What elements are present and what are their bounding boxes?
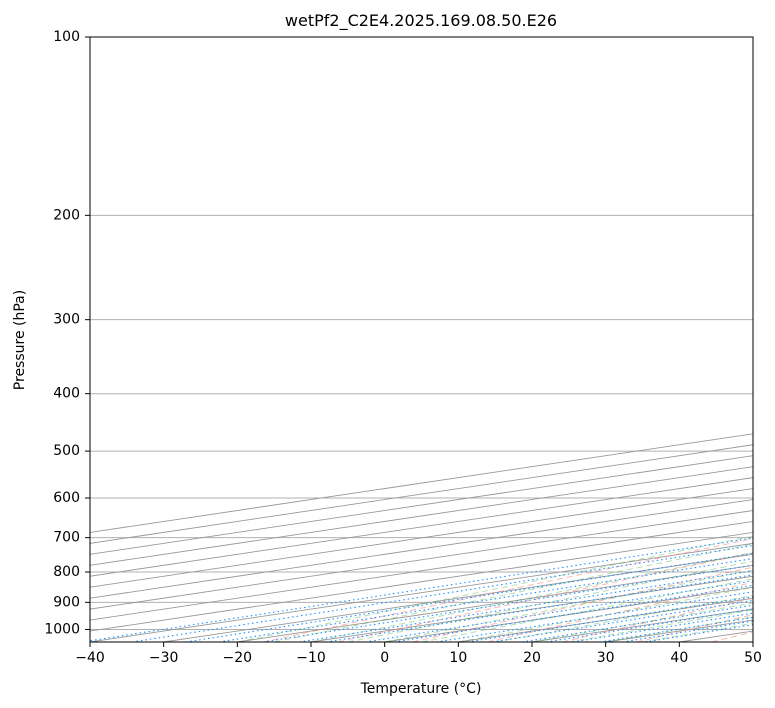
- x-axis-title: Temperature (°C): [360, 681, 482, 697]
- mixing-ratio-line: [90, 537, 753, 642]
- x-axis: −40 −30 −20 −10 0 10 20 30 40 50: [75, 642, 762, 666]
- background-lines: [90, 37, 753, 642]
- plot-area: [90, 37, 753, 642]
- x-tick-label: 40: [670, 650, 688, 666]
- isotherm-line: [90, 531, 753, 632]
- x-tick-label: 50: [744, 650, 762, 666]
- isotherm-line: [90, 510, 753, 610]
- mixing-ratio-line: [546, 608, 753, 642]
- isotherm-line: [90, 444, 753, 544]
- moist-adiabat-line: [458, 586, 753, 642]
- isotherm-line: [90, 520, 753, 621]
- dry-adiabat-line: [412, 566, 753, 642]
- isotherm-line: [90, 488, 753, 588]
- chart-title: wetPf2_C2E4.2025.169.08.50.E26: [285, 11, 557, 31]
- x-tick-label: 30: [597, 650, 615, 666]
- dry-adiabat-line: [487, 581, 753, 642]
- moist-adiabat-line: [421, 578, 753, 642]
- mixing-ratio-line: [572, 612, 753, 642]
- mixing-ratio-line: [131, 544, 753, 642]
- isotherm-line: [90, 455, 753, 555]
- y-tick-label: 500: [53, 443, 80, 459]
- y-tick-label: 700: [53, 530, 80, 546]
- isotherm-line: [90, 499, 753, 599]
- y-tick-label: 900: [53, 594, 80, 610]
- y-tick-label: 800: [53, 564, 80, 580]
- moist-adiabat-line: [237, 535, 753, 642]
- dry-adiabat-line: [263, 538, 753, 642]
- plot-frame: [89, 36, 754, 643]
- y-axis: 100 200 300 400 500 600 700 800 900 1000: [44, 29, 90, 637]
- y-tick-label: 600: [53, 490, 80, 506]
- x-tick-label: −30: [149, 650, 179, 666]
- y-tick-label: 200: [53, 207, 80, 223]
- x-tick-label: 0: [380, 650, 389, 666]
- x-tick-label: 10: [449, 650, 467, 666]
- mixing-ratio-line: [492, 599, 753, 642]
- y-tick-label: 400: [53, 386, 80, 402]
- mixing-ratio-line: [522, 604, 753, 642]
- y-tick-label: 1000: [44, 621, 80, 637]
- mixing-ratio-line: [467, 596, 753, 642]
- isotherm-line: [90, 477, 753, 577]
- moist-adiabat-line: [347, 560, 753, 642]
- isotherm-line: [90, 466, 753, 566]
- y-axis-title: Pressure (hPa): [12, 290, 28, 390]
- y-tick-label: 300: [53, 312, 80, 328]
- moist-adiabat-line: [531, 602, 753, 642]
- x-tick-label: 20: [523, 650, 541, 666]
- x-tick-label: −20: [223, 650, 253, 666]
- x-tick-label: −40: [75, 650, 105, 666]
- x-tick-label: −10: [296, 650, 326, 666]
- y-tick-label: 100: [53, 29, 80, 45]
